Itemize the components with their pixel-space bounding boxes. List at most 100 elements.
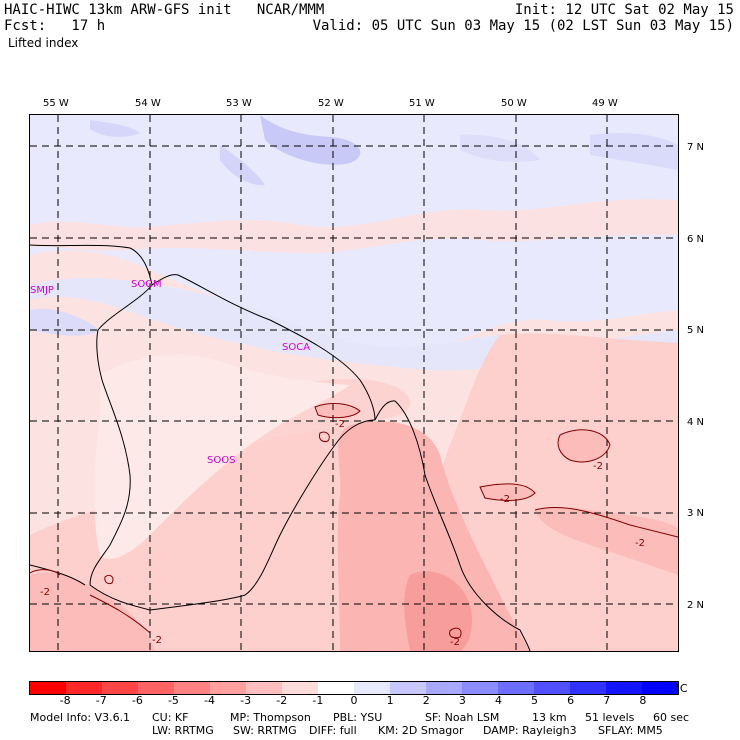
- colorbar-tick: -7: [95, 694, 107, 707]
- colorbar-swatch: [66, 682, 102, 694]
- lon-label: 55 W: [43, 98, 69, 109]
- header-title: HAIC-HIWC 13km ARW-GFS init NCAR/MMM: [4, 2, 325, 18]
- sflay-scheme: SFLAY: MM5: [598, 724, 663, 737]
- colorbar-swatch: [642, 682, 678, 694]
- blue-patch-top-3: [90, 120, 140, 137]
- blue-patch-top-1: [260, 115, 361, 165]
- colorbar-swatch: [606, 682, 642, 694]
- colorbar-swatch: [318, 682, 354, 694]
- contour-line: [557, 429, 611, 463]
- darker-region-3: [30, 572, 155, 651]
- contour-label: -2: [500, 494, 510, 505]
- colorbar-swatch: [30, 682, 66, 694]
- contour-line: [319, 431, 330, 442]
- map-canvas: -2 -2 -2 -2 -2 -2 -2 SMJP SOGM SOCA SOOS: [29, 115, 679, 652]
- model-info: Model Info: V3.6.1: [30, 711, 131, 724]
- colorbar-ticks: -8 -7 -6 -5 -4 -3 -2 -1 0 1 2 3 4 5 6 7 8 °C: [29, 682, 719, 708]
- sw-scheme: SW: RRTMG: [233, 724, 297, 737]
- field-name: Lifted index: [8, 36, 79, 50]
- colorbar-tick: -3: [240, 694, 252, 707]
- station-label: SOGM: [131, 279, 162, 290]
- diff-scheme: DIFF: full: [309, 724, 357, 737]
- political-boundaries: [29, 244, 531, 652]
- coastline: [29, 244, 376, 421]
- lon-label: 52 W: [318, 98, 344, 109]
- lat-label: 6 N: [687, 234, 704, 245]
- contour-line: [29, 569, 61, 576]
- colorbar-swatch: [426, 682, 462, 694]
- lon-label: 50 W: [501, 98, 527, 109]
- contour-label: -2: [593, 461, 603, 472]
- colorbar-swatch: [138, 682, 174, 694]
- darker-region-1: [337, 421, 530, 651]
- darker-region-7: [315, 404, 360, 418]
- colorbar-tick: -6: [131, 694, 143, 707]
- contour-line: [449, 627, 462, 639]
- colorbar-unit: °C: [674, 682, 688, 695]
- station-label: SOCA: [282, 342, 310, 353]
- colorbar-tick: 3: [458, 694, 466, 707]
- lw-scheme: LW: RRTMG: [152, 724, 214, 737]
- colorbar-swatch: [534, 682, 570, 694]
- contour-label: -2: [450, 637, 460, 648]
- mp-scheme: MP: Thompson: [230, 711, 311, 724]
- border-west: [89, 284, 153, 586]
- lat-label: 7 N: [687, 142, 704, 153]
- colorbar-swatch: [570, 682, 606, 694]
- contour-line: [314, 403, 361, 419]
- lon-label: 54 W: [135, 98, 161, 109]
- blue-patch-mid: [30, 308, 100, 336]
- border-south-west: [89, 419, 376, 611]
- pale-region-land: [94, 354, 350, 559]
- station-label: SMJP: [30, 285, 54, 296]
- lat-label: 4 N: [687, 417, 704, 428]
- blue-patch-top-4: [460, 134, 540, 162]
- header-valid: Valid: 05 UTC Sun 03 May 15 (02 LST Sun …: [312, 18, 734, 34]
- colorbar: [29, 681, 679, 695]
- colorbar-tick: 7: [603, 694, 611, 707]
- colorbar-tick: -8: [59, 694, 71, 707]
- contours: [29, 403, 679, 639]
- colorbar-tick: 5: [531, 694, 539, 707]
- longitude-labels: 55 W 54 W 53 W 52 W 51 W 50 W 49 W: [43, 98, 618, 109]
- latitude-labels: 7 N 6 N 5 N 4 N 3 N 2 N: [687, 142, 704, 611]
- colorbar-swatch: [282, 682, 318, 694]
- blue-patch-top-5: [590, 133, 678, 170]
- sf-scheme: SF: Noah LSM: [425, 711, 500, 724]
- colorbar-tick: 6: [567, 694, 575, 707]
- lon-label: 53 W: [226, 98, 252, 109]
- colorbar-swatch: [210, 682, 246, 694]
- time-step: 60 sec: [653, 711, 690, 724]
- contour-label: -2: [635, 538, 645, 549]
- colorbar-tick: 0: [350, 694, 358, 707]
- colorbar-tick: -1: [312, 694, 324, 707]
- border-east: [374, 400, 531, 652]
- colorbar-tick: -2: [276, 694, 288, 707]
- damp-scheme: DAMP: Rayleigh3: [483, 724, 577, 737]
- colorbar-tick: -4: [204, 694, 216, 707]
- colorbar-swatch: [174, 682, 210, 694]
- header-forecast: Fcst: 17 h: [4, 18, 106, 34]
- colorbar-tick: 2: [422, 694, 430, 707]
- colorbar-swatch: [246, 682, 282, 694]
- station-label: SOOS: [207, 455, 235, 466]
- lat-label: 5 N: [687, 325, 704, 336]
- pink-region-west: [30, 415, 370, 651]
- lon-label: 49 W: [592, 98, 618, 109]
- darker-region-4: [558, 429, 610, 462]
- contour-line: [534, 507, 679, 538]
- header-init: Init: 12 UTC Sat 02 May 15: [514, 2, 734, 18]
- levels: 51 levels: [585, 711, 635, 724]
- contour-label: -2: [40, 587, 50, 598]
- lat-label: 2 N: [687, 600, 704, 611]
- contour-label: -2: [335, 419, 345, 430]
- pbl-scheme: PBL: YSU: [333, 711, 383, 724]
- km-scheme: KM: 2D Smagor: [378, 724, 464, 737]
- contour-line: [479, 483, 536, 501]
- darker-region-2: [404, 571, 472, 651]
- colorbar-swatch: [102, 682, 138, 694]
- colorbar-swatch: [462, 682, 498, 694]
- colorbar-swatch: [390, 682, 426, 694]
- contour-line: [104, 574, 114, 585]
- colorbar-tick: -5: [167, 694, 179, 707]
